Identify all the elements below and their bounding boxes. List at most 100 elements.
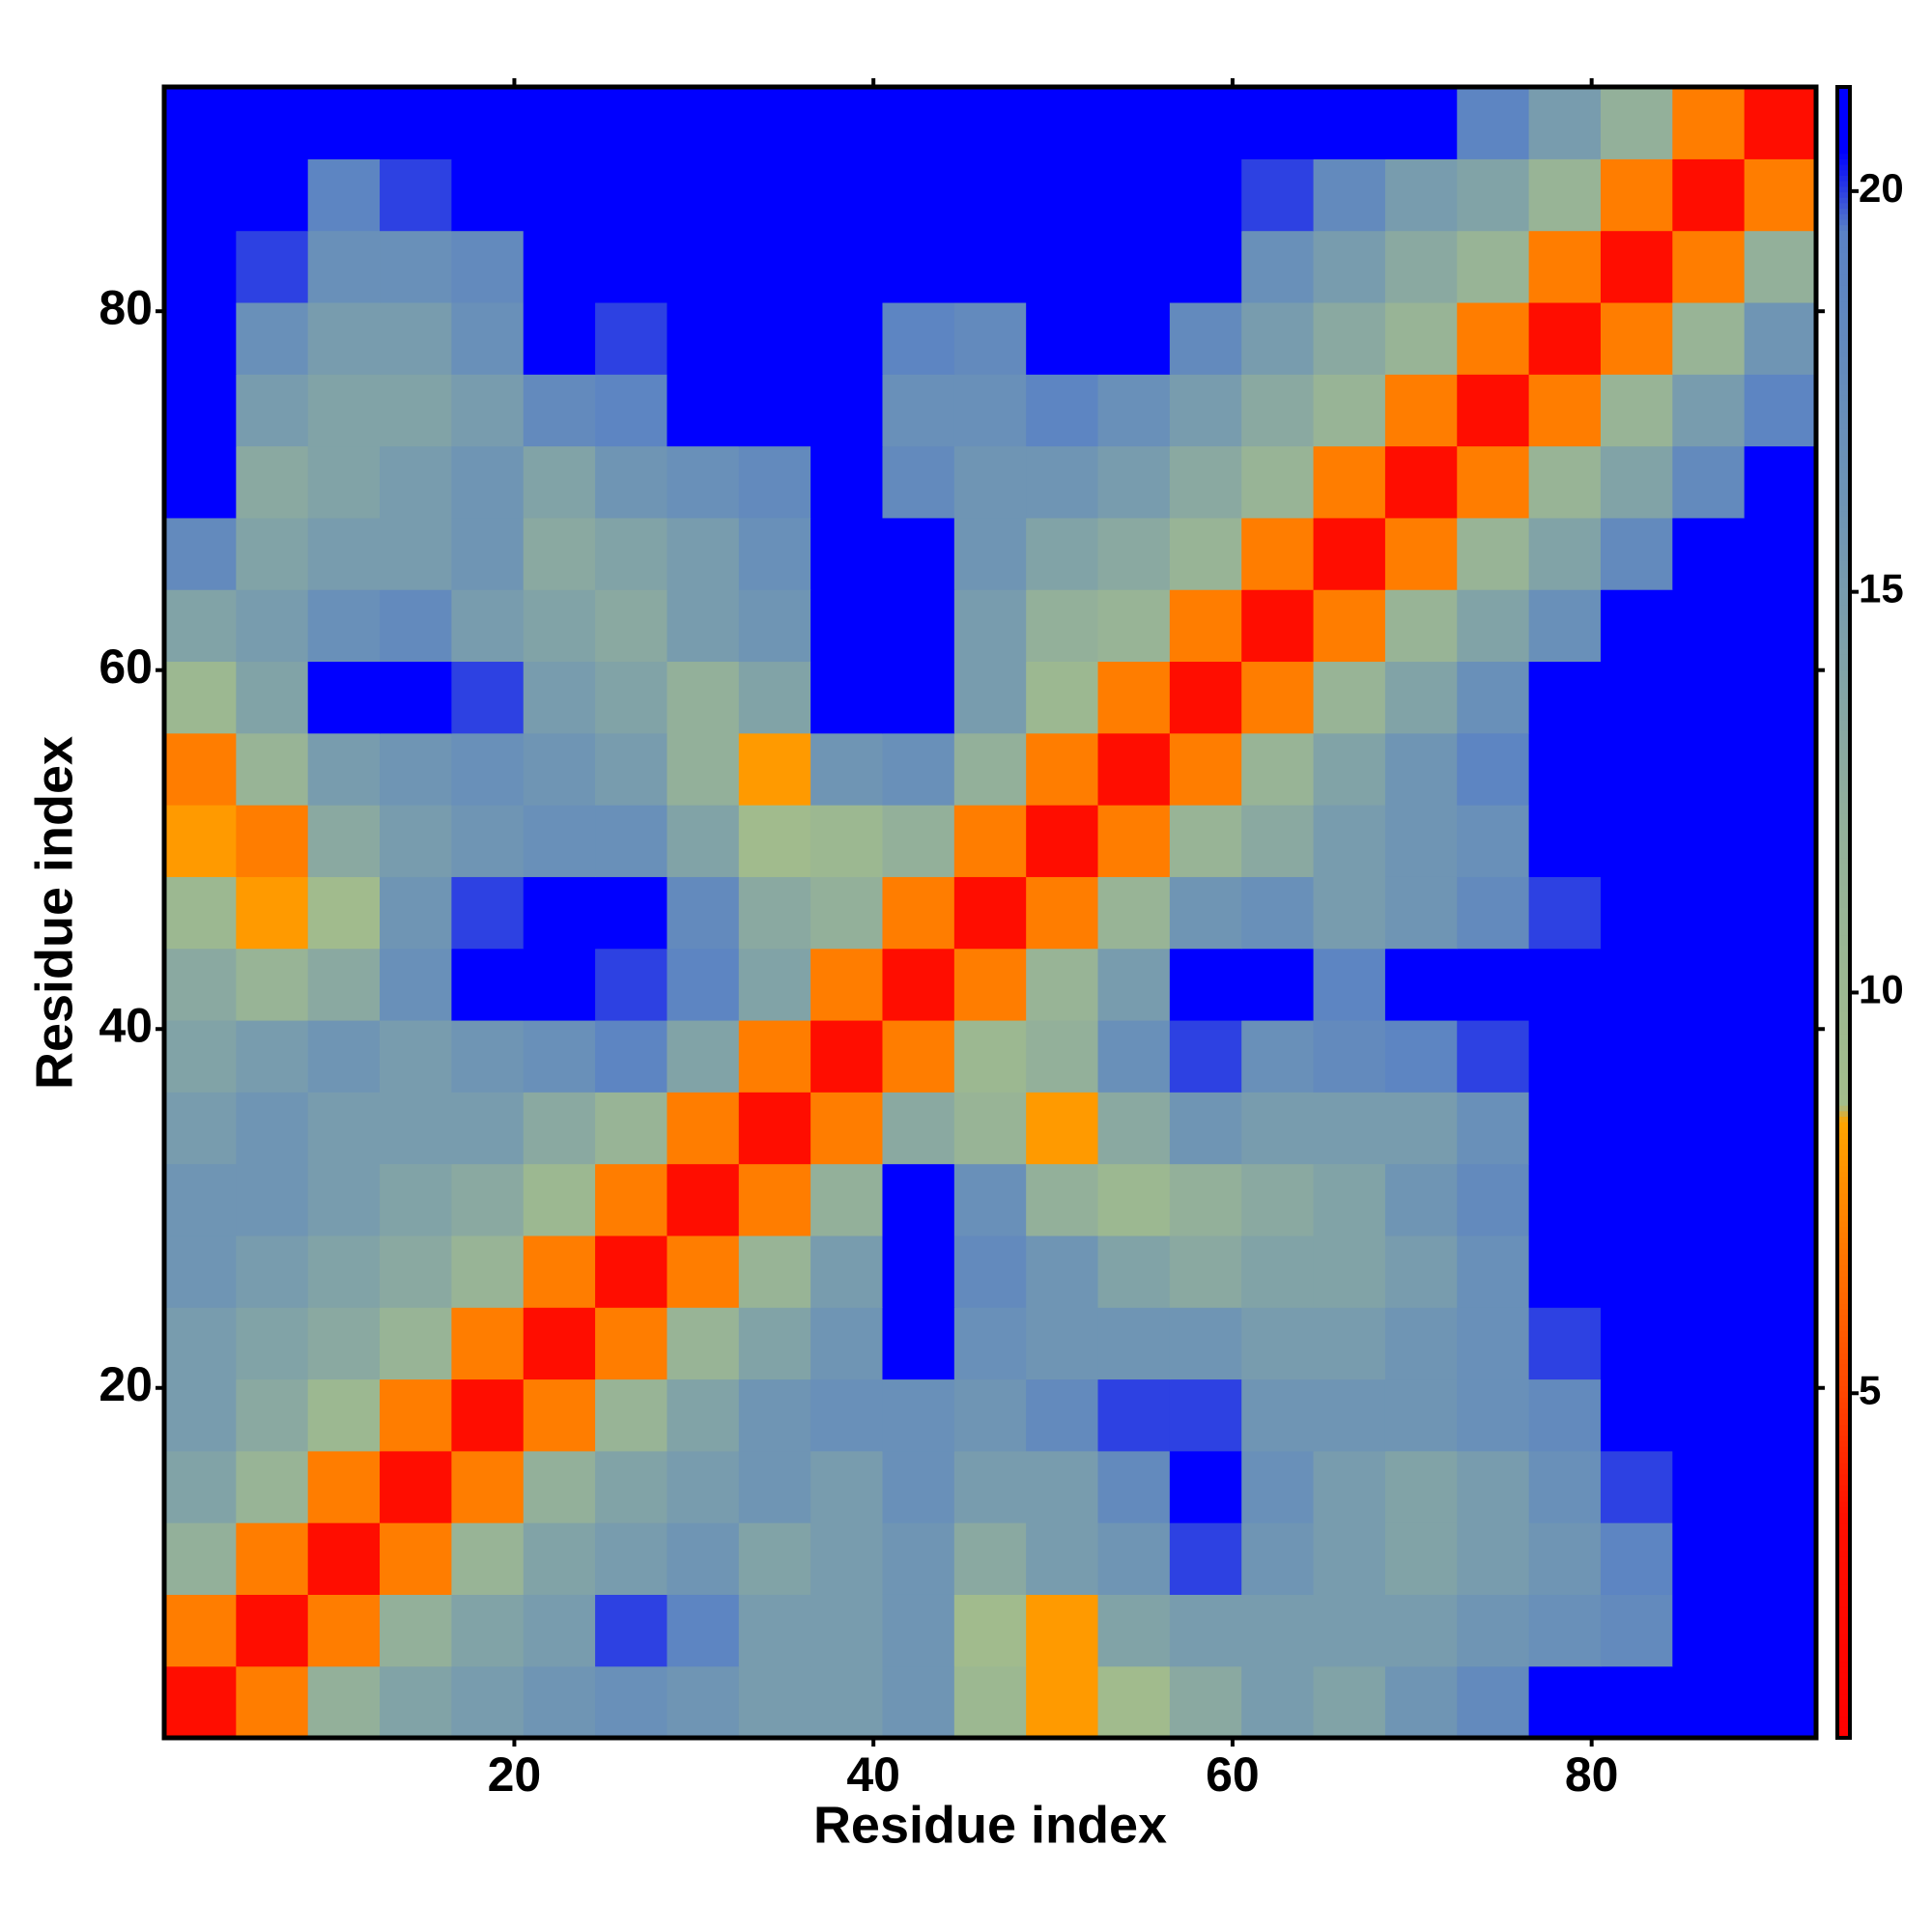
heatmap-cell — [1744, 589, 1817, 663]
colorbar-slice — [1837, 973, 1850, 980]
heatmap-cell — [953, 445, 1027, 519]
heatmap-cell — [810, 1092, 884, 1165]
heatmap-cell — [164, 445, 237, 519]
heatmap-cell — [523, 158, 596, 232]
heatmap-cell — [1097, 732, 1171, 806]
colorbar-slice — [1837, 1424, 1850, 1431]
heatmap-cell — [953, 661, 1027, 734]
heatmap-cell — [307, 1019, 381, 1093]
heatmap-cell — [307, 445, 381, 519]
heatmap-cell — [738, 1378, 811, 1452]
heatmap-cell — [595, 661, 668, 734]
heatmap-cell — [307, 805, 381, 877]
heatmap-cell — [1241, 661, 1315, 734]
heatmap-cell — [1026, 1665, 1099, 1739]
colorbar-slice — [1837, 604, 1850, 611]
heatmap-cell — [307, 948, 381, 1021]
colorbar-slice — [1837, 1159, 1850, 1167]
colorbar-slice — [1837, 1352, 1850, 1359]
colorbar-slice — [1837, 885, 1850, 892]
heatmap-cell — [738, 661, 811, 734]
heatmap-cell — [953, 87, 1027, 159]
heatmap-cell — [810, 87, 884, 159]
heatmap-cell — [164, 374, 237, 447]
heatmap-cell — [1384, 445, 1458, 519]
heatmap-cell — [307, 876, 381, 950]
heatmap-cell — [1241, 948, 1315, 1021]
colorbar-slice — [1837, 1369, 1850, 1376]
heatmap-cell — [1528, 158, 1602, 232]
colorbar-slice — [1837, 1104, 1850, 1112]
heatmap-cell — [810, 876, 884, 950]
heatmap-cell — [1241, 158, 1315, 232]
heatmap-cell — [307, 589, 381, 663]
heatmap-cell — [1528, 374, 1602, 447]
heatmap-cell — [738, 301, 811, 375]
colorbar-slice — [1837, 1214, 1850, 1222]
colorbar-slice — [1837, 323, 1850, 330]
heatmap-cell — [1026, 445, 1099, 519]
heatmap-cell — [1313, 1163, 1386, 1236]
heatmap-cell — [1457, 1092, 1530, 1165]
colorbar-slice — [1837, 1506, 1850, 1514]
heatmap-cell — [1241, 1019, 1315, 1093]
colorbar-slice — [1837, 147, 1850, 155]
colorbar-slice — [1837, 1396, 1850, 1404]
colorbar-slice — [1837, 1440, 1850, 1447]
heatmap-cell — [1097, 805, 1171, 877]
heatmap-cell — [595, 1594, 668, 1667]
heatmap-cell — [595, 948, 668, 1021]
heatmap-cell — [1384, 1594, 1458, 1667]
heatmap-cell — [1457, 374, 1530, 447]
heatmap-cell — [953, 230, 1027, 303]
heatmap-cell — [1026, 1522, 1099, 1595]
heatmap-cell — [1744, 1019, 1817, 1093]
colorbar-slice — [1837, 340, 1850, 347]
colorbar-slice — [1837, 763, 1850, 771]
heatmap-cell — [236, 876, 309, 950]
heatmap-cell — [380, 1092, 452, 1165]
heatmap-cell — [1313, 158, 1386, 232]
heatmap-cell — [1600, 1235, 1673, 1308]
colorbar-slice — [1837, 1011, 1850, 1018]
heatmap-cell — [1097, 158, 1171, 232]
colorbar-slice — [1837, 653, 1850, 661]
colorbar-slice — [1837, 268, 1850, 275]
heatmap-cell — [1384, 732, 1458, 806]
heatmap-cell — [1169, 1019, 1242, 1093]
heatmap-cell — [595, 805, 668, 877]
heatmap-cell — [667, 1522, 740, 1595]
heatmap-cell — [1600, 445, 1673, 519]
heatmap-cell — [1097, 517, 1171, 590]
heatmap-cell — [1169, 1522, 1242, 1595]
heatmap-cell — [1384, 876, 1458, 950]
heatmap-cell — [810, 1163, 884, 1236]
heatmap-cell — [882, 87, 955, 159]
heatmap-cell — [1241, 1665, 1315, 1739]
heatmap-cell — [236, 1665, 309, 1739]
heatmap-cell — [1672, 805, 1746, 877]
colorbar-slice — [1837, 202, 1850, 210]
colorbar-slice — [1837, 1126, 1850, 1134]
heatmap-cell — [164, 1522, 237, 1595]
colorbar-slice — [1837, 1732, 1850, 1739]
heatmap-cell — [1600, 589, 1673, 663]
colorbar-slice — [1837, 1193, 1850, 1200]
heatmap-cell — [953, 876, 1027, 950]
heatmap-cell — [1313, 230, 1386, 303]
heatmap-cell — [882, 1019, 955, 1093]
heatmap-cell — [451, 1594, 525, 1667]
colorbar-slice — [1837, 1198, 1850, 1206]
colorbar-slice — [1837, 532, 1850, 539]
heatmap-cell — [523, 374, 596, 447]
heatmap-cell — [810, 1450, 884, 1523]
heatmap-cell — [164, 876, 237, 950]
heatmap-cell — [1744, 876, 1817, 950]
colorbar-slice — [1837, 1226, 1850, 1233]
heatmap-cell — [307, 1378, 381, 1452]
colorbar-slice — [1837, 439, 1850, 446]
y-tick-label: 40 — [99, 998, 153, 1052]
heatmap-cell — [523, 230, 596, 303]
heatmap-cell — [595, 1378, 668, 1452]
